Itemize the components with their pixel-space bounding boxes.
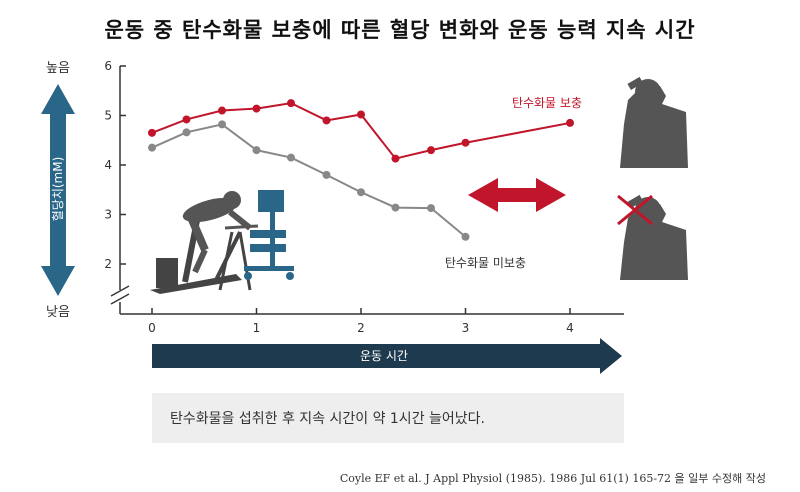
- data-point: [357, 110, 365, 119]
- x-tick-label: 3: [462, 321, 470, 335]
- data-point: [566, 118, 574, 127]
- data-point: [182, 128, 191, 137]
- data-point: [286, 153, 295, 162]
- series-label-supplemented: 탄수화물 보충: [512, 96, 582, 110]
- data-point: [322, 116, 331, 125]
- level-double-arrow: [41, 84, 75, 296]
- data-point: [461, 138, 470, 147]
- time-axis-label: 운동 시간: [360, 349, 408, 363]
- y-tick-label: 4: [104, 158, 112, 172]
- data-point: [218, 120, 227, 129]
- x-tick-label: 2: [357, 321, 365, 335]
- y-high-label: 높음: [46, 61, 70, 76]
- y-low-label: 낮음: [46, 305, 70, 320]
- data-point: [286, 99, 295, 108]
- caption-box: 탄수화물을 섭취한 후 지속 시간이 약 1시간 늘어났다.: [152, 393, 624, 443]
- y-tick-label: 5: [104, 109, 112, 123]
- y-ticks: 2 3 4 5 6: [104, 59, 126, 271]
- data-point: [391, 154, 400, 163]
- data-point: [252, 146, 261, 155]
- source-citation: Coyle EF et al. J Appl Physiol (1985). 1…: [339, 472, 766, 485]
- data-point: [148, 143, 156, 152]
- caption-text: 탄수화물을 섭취한 후 지속 시간이 약 1시간 늘어났다.: [170, 411, 485, 427]
- data-point: [252, 104, 261, 113]
- data-point: [182, 115, 191, 124]
- not-drinking-person-illustration: [617, 194, 688, 280]
- data-point: [427, 146, 436, 155]
- data-point: [461, 232, 470, 241]
- drinking-person-illustration: [620, 76, 688, 168]
- series-0: [148, 99, 574, 163]
- y-level-arrow: 혈당치(mM) 높음 낮음: [41, 61, 75, 320]
- duration-double-arrow: [468, 178, 566, 212]
- data-point: [357, 188, 365, 197]
- data-point: [427, 204, 436, 213]
- time-axis-arrow: [152, 338, 622, 374]
- series-1: [148, 120, 470, 241]
- monitor-cart-illustration: [244, 190, 294, 280]
- cyclist-illustration: [150, 191, 259, 294]
- x-tick-label: 0: [148, 321, 156, 335]
- y-tick-label: 3: [104, 208, 112, 222]
- y-tick-label: 2: [104, 257, 112, 271]
- chart-title: 운동 중 탄수화물 보충에 따른 혈당 변화와 운동 능력 지속 시간: [104, 18, 696, 42]
- series-line: [151, 123, 467, 238]
- series-label-unsupplemented: 탄수화물 미보충: [445, 256, 526, 270]
- x-tick-label: 4: [566, 321, 574, 335]
- axes: [110, 66, 624, 315]
- data-point: [218, 106, 227, 115]
- x-ticks: 0 1 2 3 4: [148, 308, 574, 335]
- y-tick-label: 6: [104, 59, 112, 73]
- data-point: [322, 170, 331, 179]
- axis-break-icon: [110, 285, 130, 305]
- y-axis-label: 혈당치(mM): [51, 157, 65, 222]
- x-tick-label: 1: [253, 321, 261, 335]
- data-point: [148, 128, 156, 137]
- series-layer: [148, 99, 574, 241]
- data-point: [391, 203, 400, 212]
